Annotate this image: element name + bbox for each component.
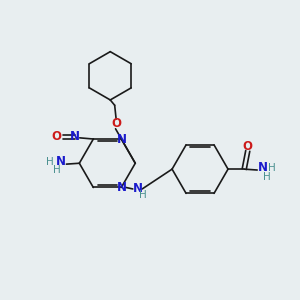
Text: N: N xyxy=(56,155,66,168)
Text: H: H xyxy=(263,172,271,182)
Text: H: H xyxy=(139,190,147,200)
Text: O: O xyxy=(243,140,253,153)
Text: H: H xyxy=(268,163,276,173)
Text: N: N xyxy=(257,161,268,174)
Text: O: O xyxy=(111,117,121,130)
Text: N: N xyxy=(117,181,127,194)
Text: H: H xyxy=(46,157,54,167)
Text: H: H xyxy=(53,165,61,175)
Text: N: N xyxy=(133,182,142,195)
Text: N: N xyxy=(117,133,127,146)
Text: N: N xyxy=(70,130,80,143)
Text: O: O xyxy=(52,130,61,142)
